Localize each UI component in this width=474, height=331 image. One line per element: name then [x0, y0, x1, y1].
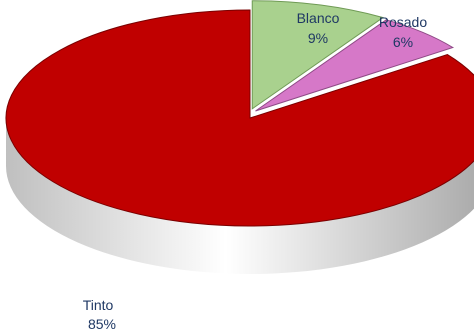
- slice-label-tinto-pct: 85%: [88, 316, 116, 331]
- pie-sides: [6, 118, 474, 274]
- slice-label-rosado-name: Rosado: [379, 14, 427, 30]
- slice-tinto: [5, 9, 474, 227]
- slice-label-tinto-name: Tinto: [83, 297, 114, 313]
- slice-label-blanco-name: Blanco: [297, 10, 340, 26]
- pie-tops: [5, 0, 474, 227]
- pie-labels: Blanco 9% Rosado 6% Tinto 85%: [83, 10, 428, 331]
- slice-blanco: [251, 0, 385, 110]
- slice-label-rosado-pct: 6%: [393, 34, 413, 50]
- slice-label-blanco-pct: 9%: [308, 30, 328, 46]
- slice-rosado: [255, 19, 455, 112]
- pie-side-shading: [6, 118, 474, 274]
